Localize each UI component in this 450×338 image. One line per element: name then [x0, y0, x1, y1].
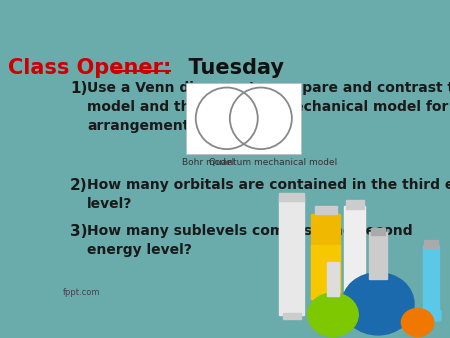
Text: Use a Venn diagram to compare and contrast the Bohr
model and the quantum mechan: Use a Venn diagram to compare and contra… [87, 80, 450, 132]
Bar [346, 200, 364, 209]
Circle shape [342, 273, 414, 335]
Text: 3): 3) [70, 224, 88, 239]
Text: 2): 2) [70, 178, 88, 193]
Text: How many orbitals are contained in the third energy
level?: How many orbitals are contained in the t… [87, 178, 450, 211]
Text: Quantum mechanical model: Quantum mechanical model [209, 159, 338, 167]
Text: 1): 1) [70, 80, 88, 96]
Bar [311, 245, 340, 299]
Circle shape [308, 293, 358, 336]
Text: fppt.com: fppt.com [63, 288, 100, 297]
Bar [371, 227, 385, 235]
Bar [423, 245, 439, 315]
Circle shape [401, 309, 434, 336]
Text: Tuesday: Tuesday [174, 57, 284, 77]
Bar [279, 193, 304, 201]
Bar [311, 214, 340, 299]
Text: Bohr model: Bohr model [182, 159, 234, 167]
FancyBboxPatch shape [421, 310, 441, 321]
Bar [344, 206, 365, 291]
Bar [315, 206, 337, 214]
Bar [283, 313, 301, 319]
Bar [369, 232, 387, 279]
Text: How many sublevels compose the second
energy level?: How many sublevels compose the second en… [87, 224, 413, 257]
Bar [424, 240, 438, 248]
Bar [279, 198, 304, 315]
Bar [327, 262, 339, 296]
Bar [186, 83, 301, 154]
Text: Class Opener:: Class Opener: [8, 57, 171, 77]
